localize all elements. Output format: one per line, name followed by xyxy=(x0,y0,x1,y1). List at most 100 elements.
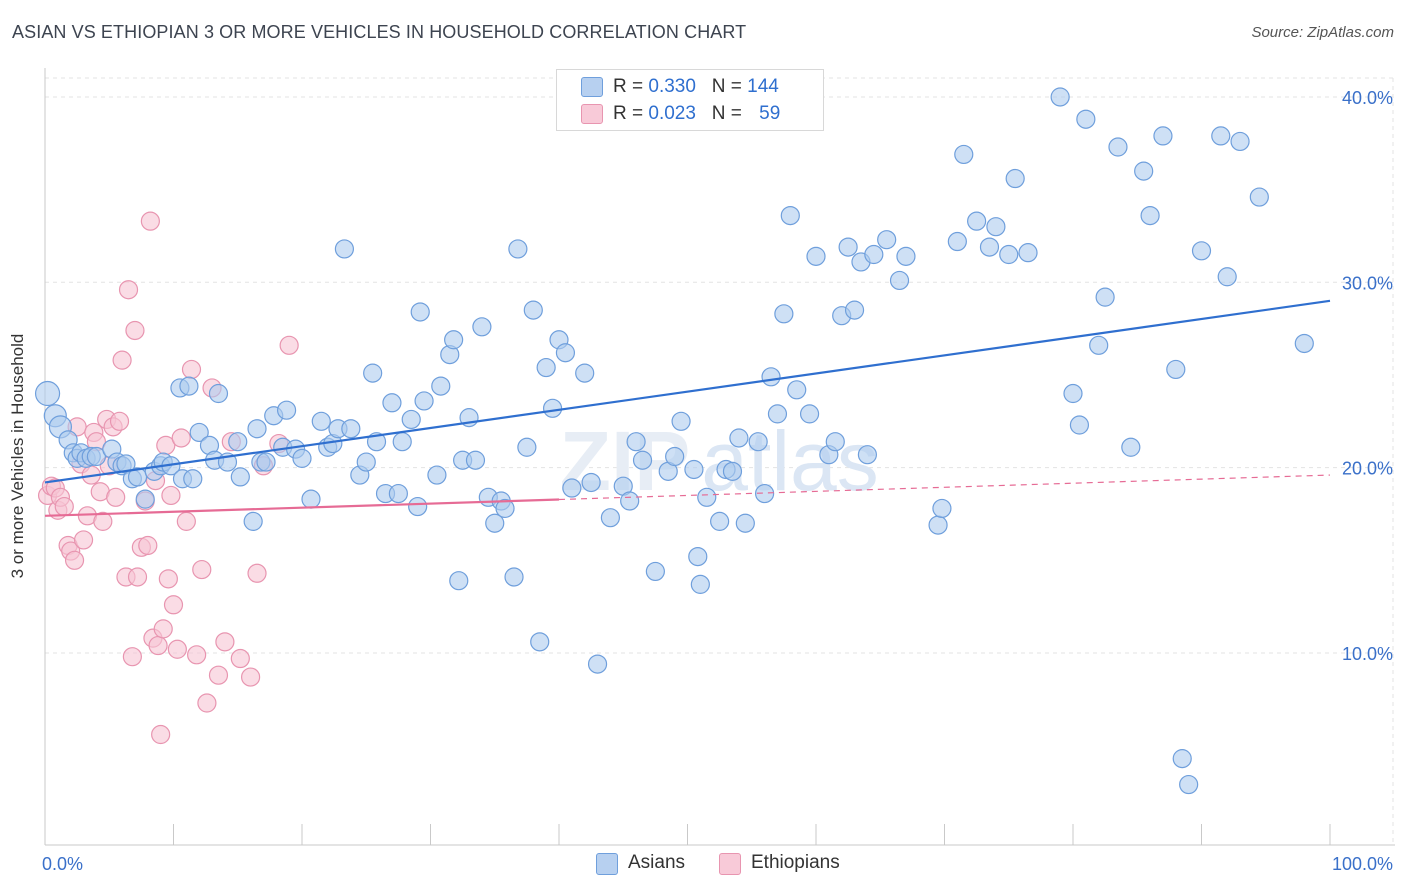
ethiopian-point[interactable] xyxy=(151,724,171,745)
asian-point[interactable] xyxy=(1108,137,1128,157)
ethiopian-point[interactable] xyxy=(109,411,130,431)
asian-point[interactable] xyxy=(530,632,550,652)
asian-point[interactable] xyxy=(787,380,807,400)
asian-point[interactable] xyxy=(1191,241,1212,261)
ethiopian-point[interactable] xyxy=(122,647,142,667)
asian-point[interactable] xyxy=(410,302,430,322)
asian-point[interactable] xyxy=(408,496,428,517)
asian-point[interactable] xyxy=(523,300,543,320)
ethiopian-point[interactable] xyxy=(192,559,212,580)
asian-point[interactable] xyxy=(256,452,276,472)
ethiopian-point[interactable] xyxy=(247,563,267,583)
asian-point[interactable] xyxy=(697,487,717,507)
asian-point[interactable] xyxy=(889,270,910,291)
ethiopian-point[interactable] xyxy=(163,595,184,615)
asian-point[interactable] xyxy=(1140,205,1160,226)
ethiopian-point[interactable] xyxy=(54,496,74,517)
asian-point[interactable] xyxy=(183,469,203,489)
asian-point[interactable] xyxy=(388,483,408,504)
asian-point[interactable] xyxy=(1018,243,1038,263)
asian-point[interactable] xyxy=(243,511,263,531)
asian-point[interactable] xyxy=(844,300,865,320)
ethiopian-point[interactable] xyxy=(112,350,132,370)
asian-point[interactable] xyxy=(431,376,451,396)
asian-point[interactable] xyxy=(427,465,447,485)
ethiopian-point[interactable] xyxy=(181,359,202,380)
asian-point[interactable] xyxy=(292,448,312,468)
asian-point[interactable] xyxy=(1230,131,1250,152)
asian-point[interactable] xyxy=(1063,383,1083,404)
asian-point[interactable] xyxy=(722,461,743,481)
asian-point[interactable] xyxy=(587,654,608,674)
ethiopian-point[interactable] xyxy=(279,335,299,355)
ethiopian-point[interactable] xyxy=(93,511,113,531)
asian-point[interactable] xyxy=(34,380,61,407)
asian-point[interactable] xyxy=(1095,287,1115,307)
asian-point[interactable] xyxy=(230,467,250,487)
asian-point[interactable] xyxy=(508,239,528,259)
asian-point[interactable] xyxy=(645,561,665,582)
asian-point[interactable] xyxy=(877,230,897,250)
asian-point[interactable] xyxy=(1121,437,1141,457)
asian-point[interactable] xyxy=(1134,161,1154,181)
asian-point[interactable] xyxy=(684,459,704,480)
asian-point[interactable] xyxy=(767,404,788,424)
asian-point[interactable] xyxy=(208,383,229,404)
asian-point[interactable] xyxy=(1294,333,1314,354)
asian-point[interactable] xyxy=(449,571,469,591)
asian-point[interactable] xyxy=(947,231,967,252)
asian-point[interactable] xyxy=(857,445,878,465)
ethiopian-point[interactable] xyxy=(197,693,217,713)
asian-point[interactable] xyxy=(632,450,653,470)
ethiopian-point[interactable] xyxy=(241,667,261,687)
asian-point[interactable] xyxy=(729,428,749,448)
asian-point[interactable] xyxy=(401,409,421,430)
asian-point[interactable] xyxy=(179,376,199,396)
asian-point[interactable] xyxy=(688,546,708,567)
asian-point[interactable] xyxy=(1005,168,1025,189)
asian-point[interactable] xyxy=(774,304,794,324)
ethiopian-point[interactable] xyxy=(215,632,235,652)
asian-point[interactable] xyxy=(414,391,434,411)
asian-point[interactable] xyxy=(754,483,775,504)
ethiopian-point[interactable] xyxy=(187,645,207,665)
asian-point[interactable] xyxy=(276,400,297,420)
asian-point[interactable] xyxy=(999,244,1019,265)
asian-point[interactable] xyxy=(1076,109,1096,129)
asian-point[interactable] xyxy=(954,144,974,165)
asian-point[interactable] xyxy=(1153,126,1173,146)
asian-point[interactable] xyxy=(967,211,987,231)
asian-point[interactable] xyxy=(301,489,321,509)
ethiopian-point[interactable] xyxy=(176,511,196,531)
asian-point[interactable] xyxy=(228,432,248,452)
asian-point[interactable] xyxy=(979,237,1000,257)
asian-point[interactable] xyxy=(536,357,556,378)
ethiopian-point[interactable] xyxy=(148,635,168,656)
asian-point[interactable] xyxy=(748,432,768,452)
asian-point[interactable] xyxy=(761,367,781,387)
asian-point[interactable] xyxy=(986,217,1006,237)
asian-point[interactable] xyxy=(838,237,858,257)
ethiopian-point[interactable] xyxy=(158,569,178,589)
asian-point[interactable] xyxy=(504,567,524,587)
ethiopian-point[interactable] xyxy=(138,535,158,556)
asian-point[interactable] xyxy=(671,411,691,431)
asian-point[interactable] xyxy=(341,419,361,439)
asian-point[interactable] xyxy=(444,330,464,350)
asian-point[interactable] xyxy=(363,363,383,383)
asian-point[interactable] xyxy=(1069,415,1090,435)
asian-point[interactable] xyxy=(542,398,563,418)
asian-point[interactable] xyxy=(825,432,845,452)
asian-point[interactable] xyxy=(1050,87,1070,107)
asian-point[interactable] xyxy=(1249,187,1269,207)
ethiopian-point[interactable] xyxy=(167,639,187,659)
ethiopian-point[interactable] xyxy=(140,211,160,231)
asian-point[interactable] xyxy=(1172,749,1192,769)
asian-point[interactable] xyxy=(472,317,492,337)
ethiopian-point[interactable] xyxy=(127,567,148,587)
asian-point[interactable] xyxy=(495,498,515,519)
asian-point[interactable] xyxy=(555,343,576,363)
ethiopian-point[interactable] xyxy=(171,428,191,448)
asian-point[interactable] xyxy=(311,411,331,431)
asian-point[interactable] xyxy=(735,513,755,533)
